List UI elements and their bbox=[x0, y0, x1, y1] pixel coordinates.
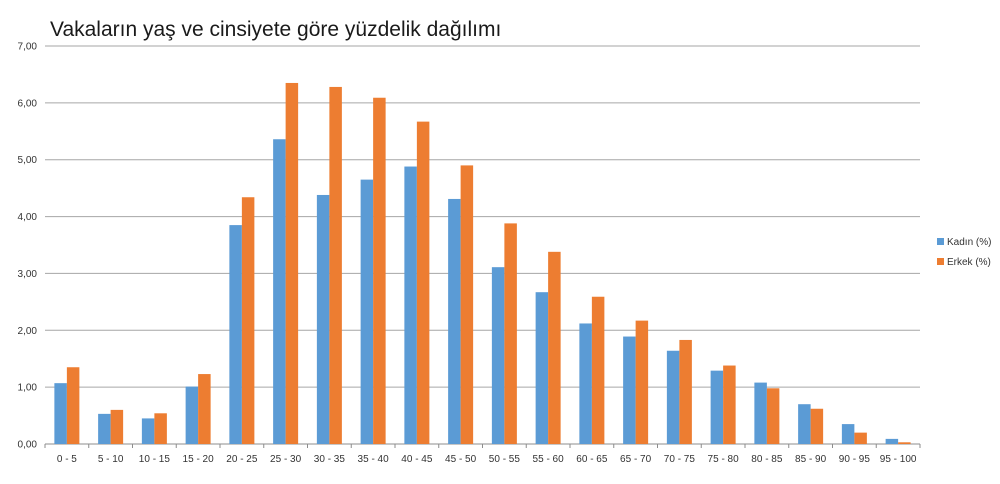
x-tick-label: 75 - 80 bbox=[708, 454, 740, 465]
y-tick-label: 5,00 bbox=[18, 155, 38, 166]
bar bbox=[854, 432, 867, 444]
bar bbox=[273, 139, 286, 444]
bar bbox=[798, 404, 811, 444]
bar bbox=[491, 267, 505, 444]
bar bbox=[141, 418, 155, 444]
bar bbox=[535, 292, 549, 444]
x-tick-label: 5 - 10 bbox=[98, 454, 124, 465]
y-tick-label: 7,00 bbox=[18, 42, 38, 53]
bar bbox=[810, 408, 824, 444]
x-tick-label: 35 - 40 bbox=[358, 454, 390, 465]
x-tick-label: 20 - 25 bbox=[226, 454, 258, 465]
bar bbox=[329, 86, 342, 445]
y-tick-label: 2,00 bbox=[18, 326, 38, 337]
bar bbox=[766, 388, 780, 444]
bar bbox=[710, 370, 724, 444]
bar bbox=[154, 413, 167, 444]
legend-label: Erkek (%) bbox=[947, 257, 991, 268]
bar bbox=[110, 409, 124, 444]
x-tick-label: 0 - 5 bbox=[57, 454, 77, 465]
bar bbox=[229, 225, 242, 444]
bar bbox=[185, 386, 199, 444]
bar bbox=[898, 442, 911, 444]
bar bbox=[591, 296, 605, 444]
bar bbox=[723, 365, 736, 444]
x-tick-label: 80 - 85 bbox=[751, 454, 783, 465]
y-tick-label: 6,00 bbox=[18, 98, 38, 109]
x-tick-label: 15 - 20 bbox=[183, 454, 215, 465]
legend-swatch bbox=[937, 258, 944, 265]
bar bbox=[666, 350, 680, 444]
bar bbox=[841, 424, 855, 444]
bar bbox=[241, 197, 255, 444]
x-tick-label: 55 - 60 bbox=[533, 454, 565, 465]
bar bbox=[66, 367, 80, 444]
bar bbox=[198, 374, 211, 444]
bar bbox=[316, 194, 330, 444]
x-tick-label: 40 - 45 bbox=[401, 454, 433, 465]
x-tick-label: 65 - 70 bbox=[620, 454, 652, 465]
chart-title: Vakaların yaş ve cinsiyete göre yüzdelik… bbox=[50, 18, 502, 41]
bar bbox=[579, 323, 592, 444]
x-tick-label: 10 - 15 bbox=[139, 454, 171, 465]
bar bbox=[504, 223, 517, 444]
bar bbox=[635, 320, 649, 444]
bar bbox=[679, 339, 692, 444]
bar bbox=[754, 382, 767, 444]
bar bbox=[548, 251, 561, 444]
y-tick-label: 4,00 bbox=[18, 212, 38, 223]
y-tick-label: 3,00 bbox=[18, 269, 38, 280]
bar bbox=[373, 97, 386, 445]
x-tick-label: 45 - 50 bbox=[445, 454, 477, 465]
bar bbox=[416, 121, 430, 445]
x-tick-label: 95 - 100 bbox=[880, 454, 917, 465]
bar bbox=[285, 82, 299, 444]
x-tick-label: 50 - 55 bbox=[489, 454, 521, 465]
bar bbox=[623, 336, 636, 444]
x-tick-label: 25 - 30 bbox=[270, 454, 302, 465]
x-tick-label: 30 - 35 bbox=[314, 454, 346, 465]
legend-swatch bbox=[937, 238, 944, 245]
y-tick-label: 1,00 bbox=[18, 383, 38, 394]
bar bbox=[404, 166, 417, 444]
bar bbox=[460, 165, 474, 444]
bar bbox=[885, 438, 899, 444]
bar bbox=[98, 413, 111, 444]
y-tick-label: 0,00 bbox=[18, 440, 38, 451]
x-tick-label: 60 - 65 bbox=[576, 454, 608, 465]
x-tick-label: 70 - 75 bbox=[664, 454, 696, 465]
x-tick-label: 90 - 95 bbox=[839, 454, 871, 465]
x-tick-label: 85 - 90 bbox=[795, 454, 827, 465]
legend-label: Kadın (%) bbox=[947, 237, 991, 248]
bar bbox=[360, 179, 374, 444]
bar bbox=[448, 198, 461, 444]
bar bbox=[54, 383, 67, 444]
